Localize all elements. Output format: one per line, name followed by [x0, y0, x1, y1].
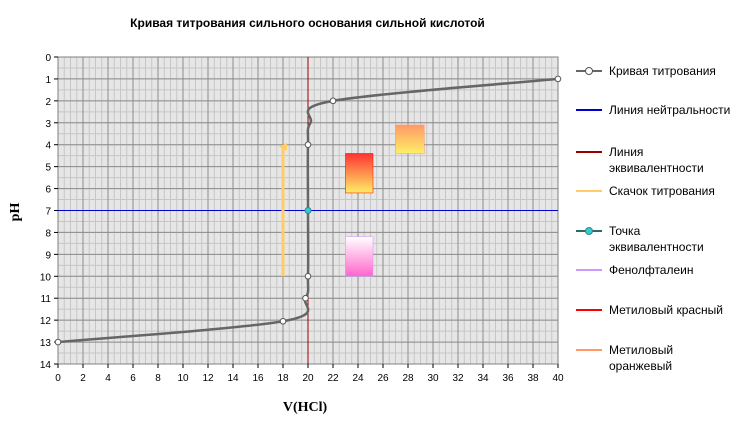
y-axis-title: pH: [8, 202, 23, 222]
y-tick-label: 8: [45, 228, 51, 239]
titration-curve-point: [302, 294, 309, 302]
titration-curve-point: [54, 338, 62, 346]
titration-curve-point: [329, 97, 337, 105]
y-tick-label: 10: [40, 272, 52, 283]
legend-label-titration-jump: Скачок титрования: [609, 184, 715, 198]
y-tick-label: 3: [45, 119, 51, 130]
x-tick-label: 6: [130, 373, 136, 384]
y-tick-label: 1: [45, 75, 51, 86]
x-tick-label: 38: [527, 373, 539, 384]
legend-swatch-phenolphthalein: [576, 269, 602, 271]
x-tick-label: 22: [327, 373, 339, 384]
equivalence-point: [304, 207, 312, 214]
x-tick-label: 4: [105, 373, 111, 384]
y-tick-label: 11: [41, 294, 52, 305]
indicator-range-метиловый-красный: [345, 153, 374, 194]
x-tick-label: 10: [177, 373, 189, 384]
legend-label-methyl-red: Метиловый красный: [609, 303, 724, 317]
y-tick-label: 13: [40, 338, 52, 349]
legend-swatch-equivalence-line: [576, 151, 602, 153]
x-tick-label: 30: [427, 373, 439, 384]
x-tick-label: 0: [55, 373, 61, 384]
x-tick-label: 18: [277, 373, 289, 384]
legend-swatch-neutrality-line: [576, 109, 602, 111]
x-tick-label: 14: [227, 373, 239, 384]
legend-swatch-methyl-orange: [576, 349, 602, 351]
legend-swatch-equivalence-point: [576, 227, 602, 235]
y-tick-label: 5: [45, 163, 51, 174]
titration-curve-point: [554, 75, 562, 83]
x-tick-label: 26: [377, 373, 389, 384]
y-tick-label: 2: [45, 97, 51, 108]
legend-label-titration-curve: Кривая титрования: [609, 64, 716, 78]
y-tick-label: 14: [40, 360, 52, 371]
indicator-range-фенолфталеин: [345, 236, 374, 277]
legend-label-phenolphthalein: Фенолфталеин: [609, 263, 694, 277]
y-tick-label: 9: [45, 250, 51, 261]
x-tick-label: 20: [302, 373, 314, 384]
x-tick-label: 28: [402, 373, 414, 384]
legend-label-equivalence-line: Линия эквивалентности: [609, 145, 704, 175]
chart-title: Кривая титрования сильного основания сил…: [130, 16, 485, 30]
legend-swatch-methyl-red: [576, 309, 602, 311]
legend-label-neutrality-line: Линия нейтральности: [609, 103, 731, 117]
x-tick-label: 16: [252, 373, 264, 384]
titration-curve-point: [279, 317, 287, 325]
titration-curve-point: [304, 272, 312, 280]
legend-swatch-titration-jump: [576, 190, 602, 192]
legend-marker: [585, 67, 593, 75]
x-tick-label: 8: [155, 373, 161, 384]
legend-marker: [585, 227, 593, 235]
x-axis-title: V(HCl): [282, 400, 328, 415]
x-tick-label: 36: [502, 373, 514, 384]
x-tick-label: 2: [80, 373, 86, 384]
y-tick-label: 4: [45, 141, 51, 152]
legend-label-equivalence-point: Точка эквивалентности: [609, 224, 704, 254]
y-tick-label: 12: [40, 316, 52, 327]
y-tick-label: 7: [45, 207, 51, 218]
x-tick-label: 40: [552, 373, 564, 384]
x-tick-label: 34: [477, 373, 489, 384]
legend-swatch-titration-curve: [576, 67, 602, 75]
x-tick-label: 32: [452, 373, 464, 384]
y-tick-label: 6: [45, 185, 51, 196]
y-tick-label: 0: [45, 53, 51, 64]
legend-label-methyl-orange: Метиловый оранжевый: [609, 343, 674, 373]
x-tick-label: 24: [352, 373, 364, 384]
titration-curve-point: [304, 141, 312, 149]
x-tick-label: 12: [202, 373, 214, 384]
indicator-range-метиловый-оранжевый: [395, 124, 425, 154]
